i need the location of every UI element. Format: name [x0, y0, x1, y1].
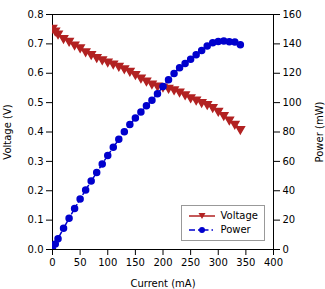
svg-text:0.4: 0.4: [28, 126, 44, 137]
svg-text:100: 100: [283, 97, 302, 108]
svg-text:0.8: 0.8: [28, 9, 44, 20]
svg-text:0.6: 0.6: [28, 67, 44, 78]
html-text:Voltage: Voltage: [220, 210, 258, 221]
svg-text:350: 350: [236, 257, 255, 268]
svg-text:300: 300: [209, 257, 228, 268]
svg-text:160: 160: [283, 9, 302, 20]
svg-text:120: 120: [283, 67, 302, 78]
svg-text:150: 150: [126, 257, 145, 268]
svg-text:0.0: 0.0: [28, 244, 44, 255]
svg-text:50: 50: [74, 257, 87, 268]
svg-text:Current (mA): Current (mA): [130, 278, 195, 289]
svg-text:0.3: 0.3: [28, 156, 44, 167]
svg-text:0.5: 0.5: [28, 97, 44, 108]
svg-text:0.2: 0.2: [28, 185, 44, 196]
svg-text:0.7: 0.7: [28, 38, 44, 49]
svg-text:80: 80: [283, 126, 296, 137]
svg-text:250: 250: [181, 257, 200, 268]
svg-text:20: 20: [283, 214, 296, 225]
svg-text:140: 140: [283, 38, 302, 49]
svg-text:0: 0: [283, 244, 289, 255]
svg-text:Voltage (V): Voltage (V): [2, 104, 13, 159]
svg-text:100: 100: [98, 257, 117, 268]
svg-text:0.1: 0.1: [28, 214, 44, 225]
svg-text:60: 60: [283, 156, 296, 167]
svg-text:0: 0: [49, 257, 55, 268]
svg-text:Power (mW): Power (mW): [314, 101, 325, 162]
html-text:Power: Power: [220, 224, 251, 235]
svg-text:200: 200: [153, 257, 172, 268]
svg-text:40: 40: [283, 185, 296, 196]
svg-text:400: 400: [264, 257, 283, 268]
